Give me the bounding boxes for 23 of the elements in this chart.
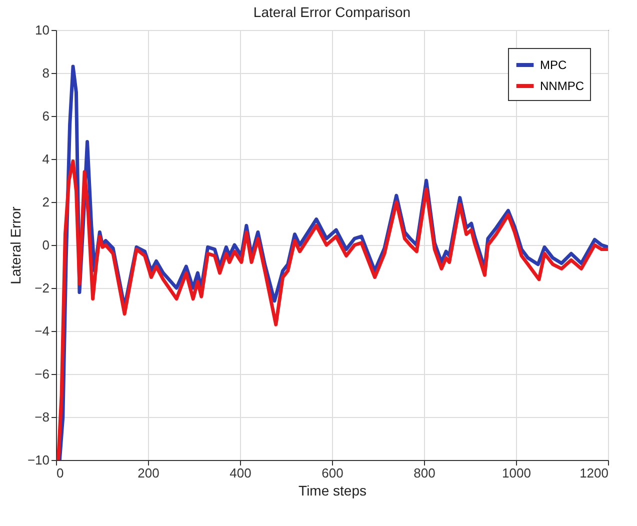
y-tick-label: −6: [34, 366, 50, 382]
x-tick-label: 1200: [580, 466, 608, 480]
y-tick-label: 10: [35, 22, 50, 38]
legend-label: NNMPC: [540, 79, 584, 93]
x-axis-title: Time steps: [298, 482, 366, 498]
x-tick-label: 800: [414, 466, 436, 480]
y-tick-label: −10: [27, 452, 50, 468]
y-axis-title: Lateral Error: [7, 206, 24, 284]
x-tick-label: 0: [56, 466, 64, 480]
y-tick-label: −2: [34, 280, 50, 296]
x-tick-label: 200: [138, 466, 160, 480]
y-tick-label: 8: [42, 66, 50, 80]
y-tick-label: 2: [42, 194, 50, 210]
y-tick-label: −8: [34, 410, 50, 424]
x-tick-label: 600: [322, 466, 344, 480]
y-tick-label: 0: [42, 238, 50, 252]
y-tick-label: 4: [42, 152, 50, 166]
y-tick-label: 6: [42, 108, 50, 124]
x-tick-label: 1000: [502, 466, 531, 480]
legend-label: MPC: [540, 58, 567, 72]
y-tick-label: −4: [34, 324, 50, 338]
x-tick-label: 400: [230, 466, 252, 480]
chart-title: Lateral Error Comparison: [253, 4, 411, 20]
